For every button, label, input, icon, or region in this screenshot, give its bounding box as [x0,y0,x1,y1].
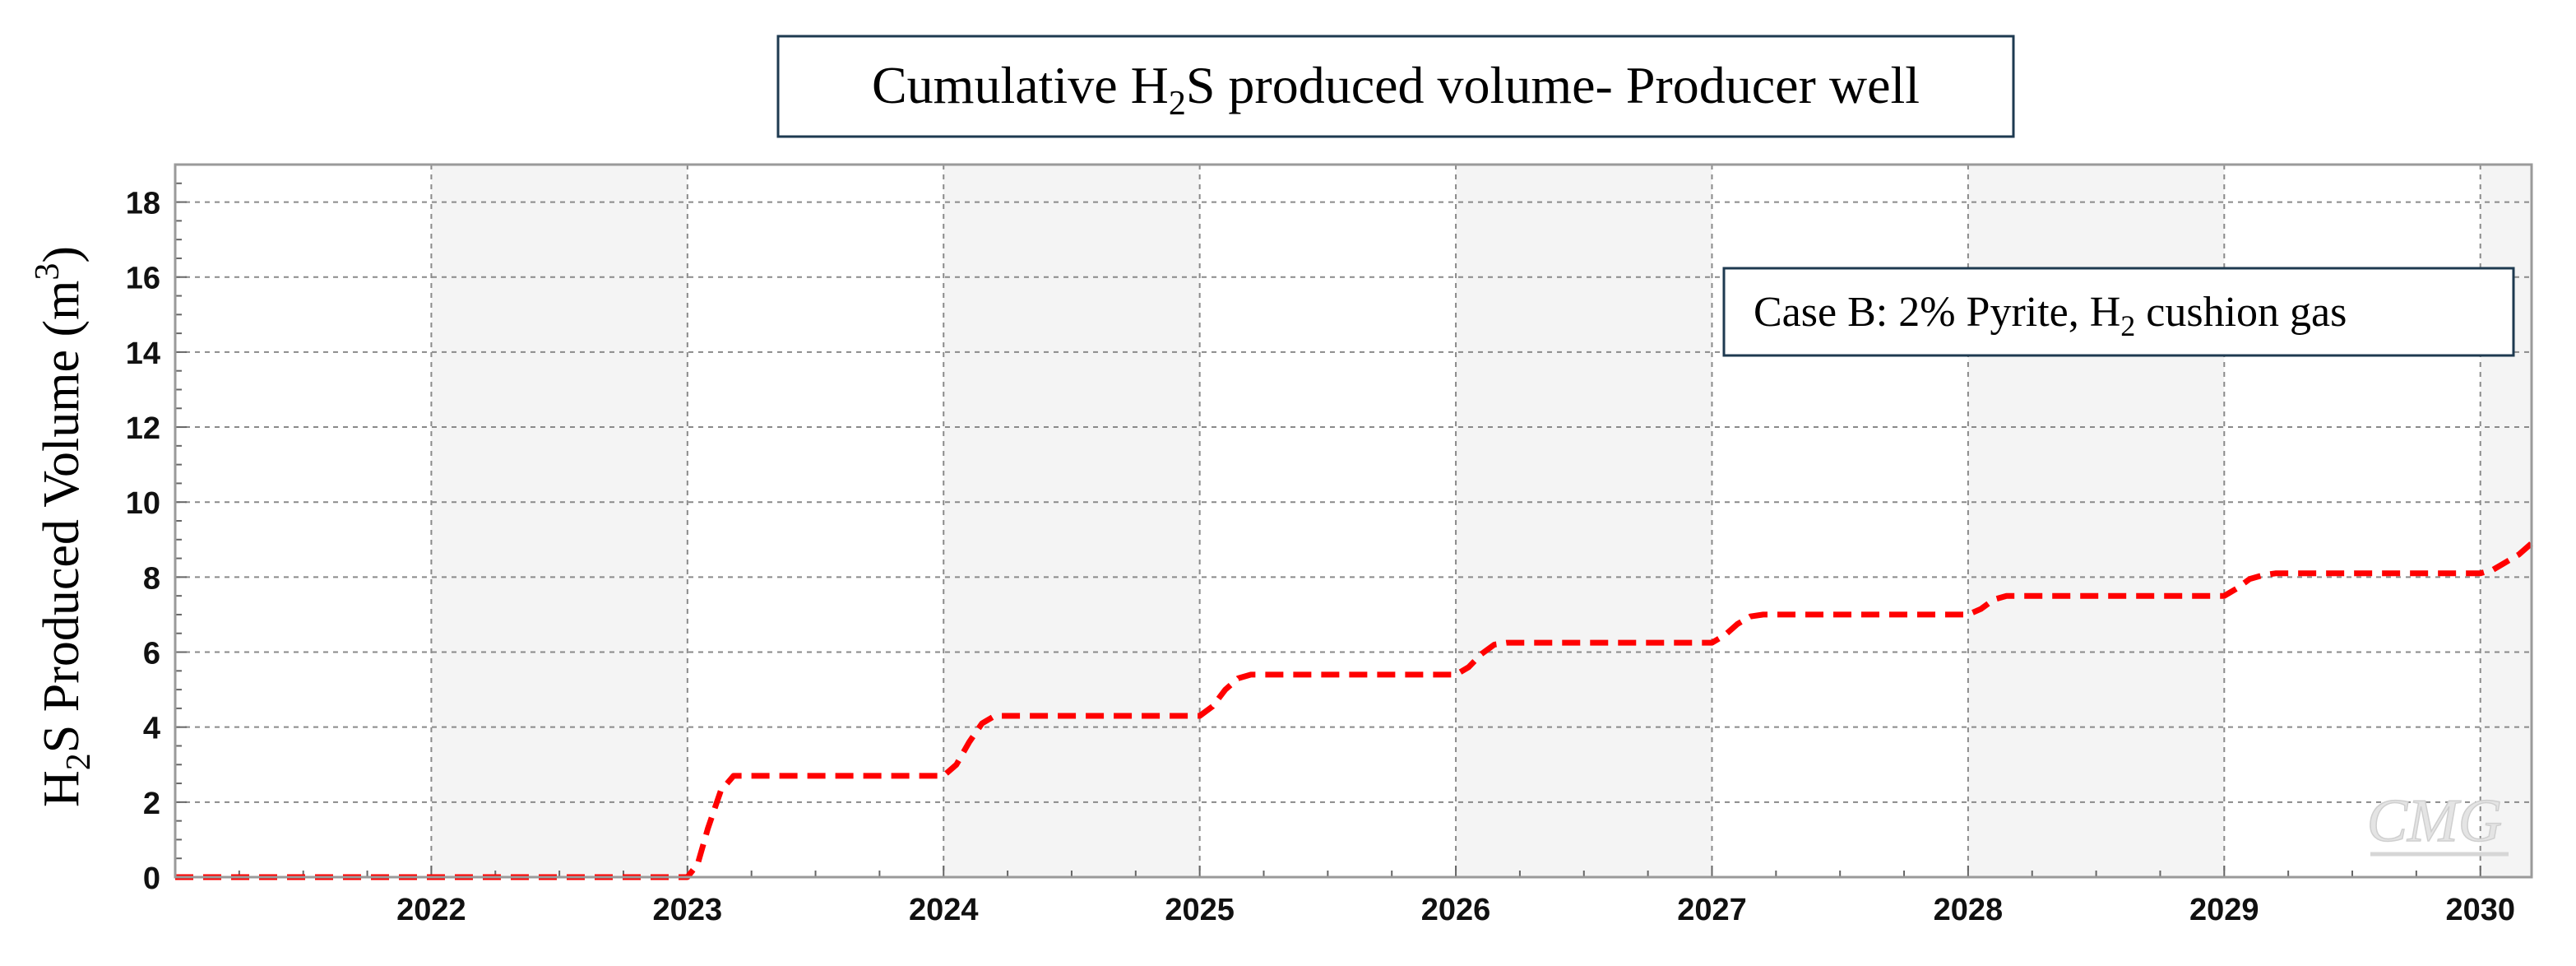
x-tick-label: 2025 [1165,893,1235,927]
x-tick-label: 2030 [2445,893,2515,927]
series-layer [175,541,2534,880]
title-box [776,35,2015,138]
y-tick-label: 6 [143,637,160,671]
x-tick-label: 2027 [1677,893,1747,927]
y-tick-label: 14 [126,337,160,371]
x-tick-label: 2024 [909,893,979,927]
year-band [943,165,1200,877]
year-bands [431,165,2532,877]
y-axis-label: H2S Produced Volume (m3) [29,246,98,807]
y-tick-label: 16 [126,262,160,296]
x-tick-label: 2026 [1421,893,1491,927]
y-tick-label: 2 [143,787,160,821]
plot-border [174,163,2533,879]
x-tick-label: 2023 [653,893,723,927]
y-tick-label: 10 [126,486,160,521]
y-tick-label: 0 [143,862,160,896]
x-tick-label: 2029 [2189,893,2259,927]
year-band [1456,165,1712,877]
chart-title: Cumulative H2S produced volume- Producer… [872,56,1920,123]
x-tick-label: 2028 [1934,893,2004,927]
x-tick-label: 2022 [396,893,466,927]
y-tick-label: 18 [126,187,160,221]
y-tick-label: 4 [143,712,160,746]
watermark-logo: CMG [2367,787,2502,855]
x-tick-labels: 2022 2023 2024 2025 2026 2027 2028 2029 2030 [396,893,2515,927]
grid-lines [175,165,2532,877]
series-line-h2s-volume [175,541,2534,880]
y-tick-label: 8 [143,561,160,596]
year-band [431,165,688,877]
annotation-text: Case B: 2% Pyrite, H2 cushion gas [1754,289,2347,342]
y-tick-labels: 0 2 4 6 8 10 12 14 16 18 [126,187,160,896]
annotation-box [1722,267,2515,357]
y-tick-label: 12 [126,411,160,446]
